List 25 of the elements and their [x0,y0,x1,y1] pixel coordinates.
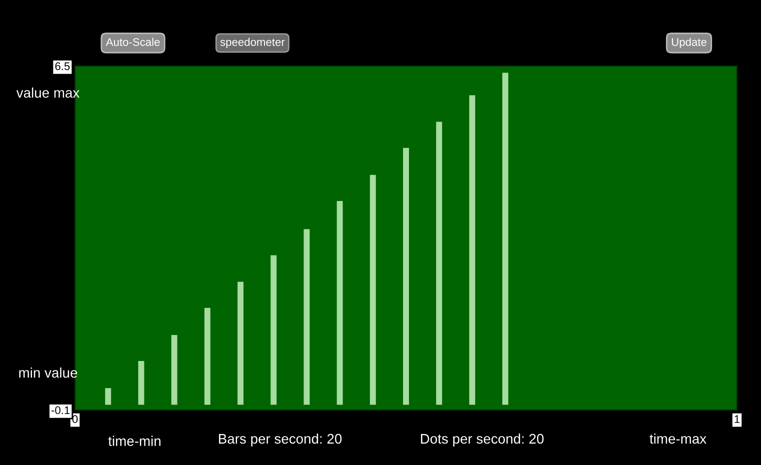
y-tick-label: 6.5 [55,62,70,70]
bar [370,174,376,405]
text: Bars per second: 20 [218,434,342,446]
bar [502,72,508,405]
annotation: value max [16,88,80,98]
annotation: min value [19,368,78,378]
text: Dots per second: 20 [420,434,544,446]
bar [238,282,244,405]
bar [270,255,277,405]
bar [105,388,112,405]
bar [138,361,144,405]
bar [304,229,310,405]
bar [171,334,178,405]
x-axis-title: time-min [108,436,160,446]
chart-title: speedometer [220,38,285,48]
text: Update [672,38,706,48]
text: Auto-Scale [106,38,160,46]
y-tick-label: -0.1 [51,406,70,414]
x-tick-label: 1 [734,415,740,423]
text: time-max [650,434,706,444]
bar [336,200,343,405]
bar [403,148,409,405]
bar [204,308,210,405]
bar [469,95,476,405]
bar [436,122,442,405]
